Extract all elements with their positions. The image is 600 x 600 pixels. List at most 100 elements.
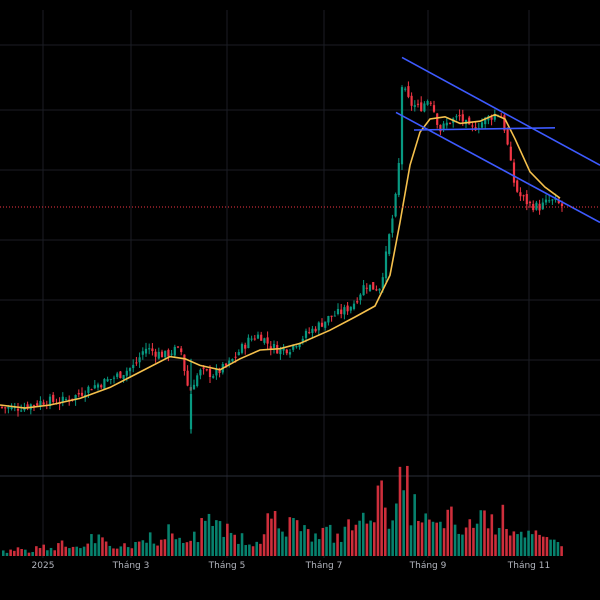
candle-body (16, 408, 20, 411)
volume-bar (126, 547, 130, 556)
candle-body (407, 86, 410, 97)
candle-body (557, 200, 560, 204)
volume-bar (516, 534, 519, 556)
candle-body (468, 117, 471, 125)
volume-bar (46, 550, 49, 556)
volume-bar (475, 523, 479, 556)
volume-bar (255, 541, 259, 556)
candle-body (119, 371, 122, 379)
candle-body (298, 343, 301, 348)
volume-bar (71, 546, 75, 556)
volume-bar (406, 465, 409, 556)
volume-bar (204, 520, 207, 556)
candle-body (410, 95, 413, 106)
volume-bar (505, 528, 508, 556)
volume-bar (178, 537, 181, 556)
volume-bar (486, 528, 490, 556)
volume-bar (358, 520, 361, 556)
volume-bar (119, 546, 123, 556)
volume-bar (398, 466, 402, 556)
candle-body (279, 348, 282, 355)
candle-body (548, 200, 551, 202)
volume-bar (439, 521, 442, 556)
candle-body (122, 375, 125, 380)
volume-bar (163, 539, 167, 556)
volume-bar (424, 513, 427, 556)
candle-body (362, 285, 365, 296)
volume-bar (273, 511, 277, 556)
candle-body (109, 379, 112, 381)
volume-bar (523, 537, 527, 556)
candle-body (224, 363, 228, 366)
candle-body (400, 87, 404, 165)
candle-body (442, 123, 445, 129)
volume-bar (145, 542, 148, 556)
volume-bar (229, 532, 233, 556)
x-tick-label: Tháng 11 (507, 561, 550, 571)
volume-bar (560, 546, 563, 556)
candle-body (228, 360, 231, 365)
candle-body (480, 122, 484, 128)
candle-body (413, 105, 416, 107)
volume-bar (490, 514, 494, 556)
volume-bar (453, 524, 457, 556)
candle-body (74, 395, 77, 400)
volume-bar (189, 540, 192, 556)
volume-bar (483, 510, 486, 556)
volume-bar (141, 540, 145, 556)
volume-bar (130, 548, 134, 556)
candle-body (336, 308, 340, 314)
candle-body (164, 350, 167, 358)
volume-bar (534, 530, 538, 556)
x-tick-label: Tháng 3 (112, 561, 150, 571)
candle-body (202, 367, 205, 369)
x-tick-label: Tháng 9 (409, 561, 447, 571)
candle-body (42, 402, 45, 405)
candle-body (458, 114, 461, 117)
volume-bar (108, 545, 112, 556)
volume-bar (90, 534, 93, 556)
candle-body (4, 407, 7, 409)
volume-bar (218, 521, 222, 556)
candle-body (64, 399, 68, 401)
candle-body (93, 385, 96, 389)
volume-bar (137, 541, 141, 556)
candle-body (308, 332, 311, 334)
volume-bar (468, 519, 472, 556)
volume-bar (545, 537, 549, 556)
candle-body (288, 352, 292, 355)
candle-body (237, 352, 240, 356)
candle-body (80, 392, 84, 396)
volume-bar (64, 546, 68, 556)
candle-body (461, 114, 464, 122)
trend-line (395, 111, 600, 224)
candle-body (333, 315, 336, 317)
volume-bar (336, 533, 339, 556)
volume-bar (409, 525, 413, 556)
candle-body (484, 117, 487, 125)
candle-body (282, 348, 285, 351)
volume-bar (461, 534, 464, 556)
volume-bar (60, 540, 64, 556)
volume-bar (508, 535, 512, 556)
volume-bar (321, 527, 325, 556)
x-tick-label: Tháng 5 (208, 561, 246, 571)
candle-body (541, 202, 544, 210)
candle-body (52, 394, 55, 402)
volume-bar (479, 510, 483, 556)
candle-body (372, 282, 375, 290)
volume-bar (53, 550, 56, 556)
candle-body (285, 349, 288, 354)
candle-body (100, 385, 103, 388)
volume-bar (240, 533, 244, 556)
candle-body (314, 328, 317, 332)
volume-bar (310, 541, 314, 556)
volume-bar (306, 529, 310, 556)
candle-body (394, 193, 397, 217)
candle-body (141, 351, 144, 355)
candle-body (519, 192, 522, 197)
candle-body (176, 346, 180, 348)
candle-body (391, 218, 394, 233)
candle-body (356, 301, 359, 303)
